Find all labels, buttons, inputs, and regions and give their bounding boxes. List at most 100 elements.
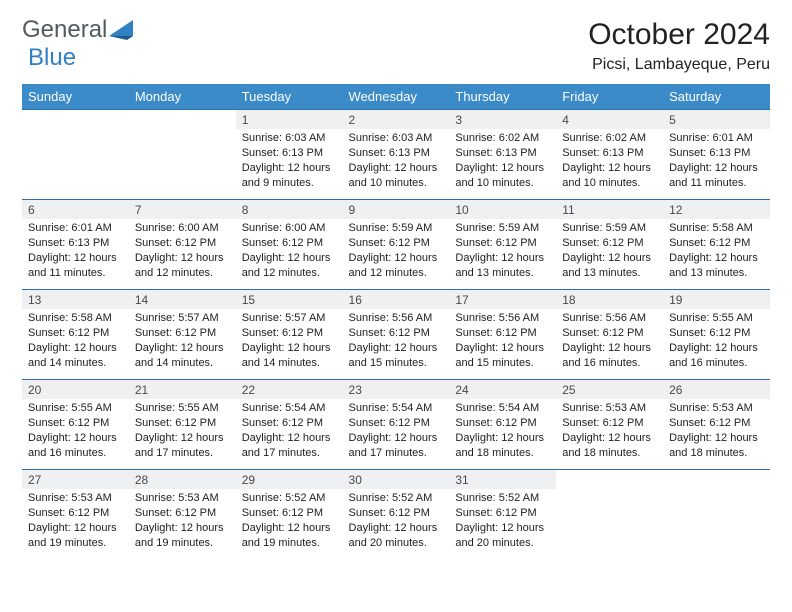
sunset-text: Sunset: 6:12 PM <box>135 236 230 251</box>
day-details: Sunrise: 5:54 AMSunset: 6:12 PMDaylight:… <box>343 399 450 464</box>
daylight-text: Daylight: 12 hours and 20 minutes. <box>455 521 550 551</box>
day-details: Sunrise: 5:53 AMSunset: 6:12 PMDaylight:… <box>556 399 663 464</box>
day-details: Sunrise: 6:03 AMSunset: 6:13 PMDaylight:… <box>343 129 450 194</box>
day-details: Sunrise: 5:53 AMSunset: 6:12 PMDaylight:… <box>129 489 236 554</box>
day-header: Wednesday <box>343 84 450 110</box>
day-details: Sunrise: 5:57 AMSunset: 6:12 PMDaylight:… <box>236 309 343 374</box>
sunset-text: Sunset: 6:12 PM <box>669 326 764 341</box>
calendar-day-cell: 3Sunrise: 6:02 AMSunset: 6:13 PMDaylight… <box>449 110 556 200</box>
calendar-week-row: 6 Sunrise: 6:01 AMSunset: 6:13 PMDaylight… <box>22 200 770 290</box>
header-row: General October 2024 Picsi, Lambayeque, … <box>22 18 770 80</box>
day-number: 2 <box>343 110 450 129</box>
calendar-day-cell: 4Sunrise: 6:02 AMSunset: 6:13 PMDaylight… <box>556 110 663 200</box>
day-header: Monday <box>129 84 236 110</box>
day-details: Sunrise: 5:55 AMSunset: 6:12 PMDaylight:… <box>663 309 770 374</box>
day-details: Sunrise: 5:57 AMSunset: 6:12 PMDaylight:… <box>129 309 236 374</box>
sunset-text: Sunset: 6:13 PM <box>455 146 550 161</box>
sunset-text: Sunset: 6:12 PM <box>562 326 657 341</box>
sunrise-text: Sunrise: 6:01 AM <box>28 221 123 236</box>
calendar-day-cell: 1Sunrise: 6:03 AMSunset: 6:13 PMDaylight… <box>236 110 343 200</box>
day-header: Friday <box>556 84 663 110</box>
daylight-text: Daylight: 12 hours and 14 minutes. <box>242 341 337 371</box>
day-details: Sunrise: 6:03 AMSunset: 6:13 PMDaylight:… <box>236 129 343 194</box>
calendar-day-cell: 13Sunrise: 5:58 AMSunset: 6:12 PMDayligh… <box>22 290 129 380</box>
calendar-day-cell: 18Sunrise: 5:56 AMSunset: 6:12 PMDayligh… <box>556 290 663 380</box>
daylight-text: Daylight: 12 hours and 11 minutes. <box>28 251 123 281</box>
day-details: Sunrise: 6:02 AMSunset: 6:13 PMDaylight:… <box>449 129 556 194</box>
day-number: 21 <box>129 380 236 399</box>
sunrise-text: Sunrise: 5:52 AM <box>349 491 444 506</box>
day-details: Sunrise: 5:58 AMSunset: 6:12 PMDaylight:… <box>663 219 770 284</box>
sunrise-text: Sunrise: 5:57 AM <box>242 311 337 326</box>
day-details: Sunrise: 5:56 AMSunset: 6:12 PMDaylight:… <box>343 309 450 374</box>
calendar-day-cell: 16Sunrise: 5:56 AMSunset: 6:12 PMDayligh… <box>343 290 450 380</box>
day-details: Sunrise: 5:55 AMSunset: 6:12 PMDaylight:… <box>22 399 129 464</box>
sunset-text: Sunset: 6:12 PM <box>242 236 337 251</box>
daylight-text: Daylight: 12 hours and 17 minutes. <box>242 431 337 461</box>
sunrise-text: Sunrise: 5:58 AM <box>669 221 764 236</box>
sunset-text: Sunset: 6:12 PM <box>349 506 444 521</box>
daylight-text: Daylight: 12 hours and 9 minutes. <box>242 161 337 191</box>
daylight-text: Daylight: 12 hours and 17 minutes. <box>135 431 230 461</box>
sunrise-text: Sunrise: 5:58 AM <box>28 311 123 326</box>
calendar-day-cell: 10Sunrise: 5:59 AMSunset: 6:12 PMDayligh… <box>449 200 556 290</box>
day-details: Sunrise: 5:54 AMSunset: 6:12 PMDaylight:… <box>236 399 343 464</box>
calendar-day-cell <box>22 110 129 200</box>
sunset-text: Sunset: 6:12 PM <box>28 416 123 431</box>
calendar-day-cell: 29Sunrise: 5:52 AMSunset: 6:12 PMDayligh… <box>236 470 343 560</box>
day-details: Sunrise: 5:59 AMSunset: 6:12 PMDaylight:… <box>343 219 450 284</box>
sunrise-text: Sunrise: 6:02 AM <box>562 131 657 146</box>
sunrise-text: Sunrise: 5:57 AM <box>135 311 230 326</box>
day-details: Sunrise: 5:59 AMSunset: 6:12 PMDaylight:… <box>449 219 556 284</box>
title-block: October 2024 Picsi, Lambayeque, Peru <box>588 18 770 80</box>
sunset-text: Sunset: 6:12 PM <box>455 236 550 251</box>
daylight-text: Daylight: 12 hours and 19 minutes. <box>135 521 230 551</box>
sunset-text: Sunset: 6:13 PM <box>562 146 657 161</box>
sunset-text: Sunset: 6:12 PM <box>28 326 123 341</box>
daylight-text: Daylight: 12 hours and 10 minutes. <box>562 161 657 191</box>
day-number: 16 <box>343 290 450 309</box>
calendar-day-cell: 22Sunrise: 5:54 AMSunset: 6:12 PMDayligh… <box>236 380 343 470</box>
day-number: 18 <box>556 290 663 309</box>
day-number: 7 <box>129 200 236 219</box>
day-number: 6 <box>22 200 129 219</box>
daylight-text: Daylight: 12 hours and 15 minutes. <box>455 341 550 371</box>
day-number: 29 <box>236 470 343 489</box>
calendar-day-cell: 9Sunrise: 5:59 AMSunset: 6:12 PMDaylight… <box>343 200 450 290</box>
day-number: 10 <box>449 200 556 219</box>
sunset-text: Sunset: 6:12 PM <box>28 506 123 521</box>
sunset-text: Sunset: 6:12 PM <box>135 326 230 341</box>
sunrise-text: Sunrise: 6:03 AM <box>349 131 444 146</box>
calendar-day-cell: 2Sunrise: 6:03 AMSunset: 6:13 PMDaylight… <box>343 110 450 200</box>
daylight-text: Daylight: 12 hours and 14 minutes. <box>28 341 123 371</box>
day-number: 26 <box>663 380 770 399</box>
calendar-week-row: 27Sunrise: 5:53 AMSunset: 6:12 PMDayligh… <box>22 470 770 560</box>
daylight-text: Daylight: 12 hours and 19 minutes. <box>242 521 337 551</box>
day-number: 12 <box>663 200 770 219</box>
daylight-text: Daylight: 12 hours and 18 minutes. <box>562 431 657 461</box>
day-details: Sunrise: 5:52 AMSunset: 6:12 PMDaylight:… <box>343 489 450 554</box>
calendar-day-cell: 19Sunrise: 5:55 AMSunset: 6:12 PMDayligh… <box>663 290 770 380</box>
day-number: 15 <box>236 290 343 309</box>
day-header: Saturday <box>663 84 770 110</box>
day-details: Sunrise: 6:02 AMSunset: 6:13 PMDaylight:… <box>556 129 663 194</box>
day-number: 5 <box>663 110 770 129</box>
sunrise-text: Sunrise: 5:53 AM <box>562 401 657 416</box>
sunrise-text: Sunrise: 5:56 AM <box>455 311 550 326</box>
day-number: 31 <box>449 470 556 489</box>
day-number: 9 <box>343 200 450 219</box>
calendar-day-cell: 8Sunrise: 6:00 AMSunset: 6:12 PMDaylight… <box>236 200 343 290</box>
sunrise-text: Sunrise: 5:52 AM <box>455 491 550 506</box>
sunrise-text: Sunrise: 5:55 AM <box>28 401 123 416</box>
sunset-text: Sunset: 6:12 PM <box>135 506 230 521</box>
calendar-day-cell <box>129 110 236 200</box>
daylight-text: Daylight: 12 hours and 18 minutes. <box>669 431 764 461</box>
sunset-text: Sunset: 6:13 PM <box>28 236 123 251</box>
day-details: Sunrise: 6:01 AMSunset: 6:13 PMDaylight:… <box>663 129 770 194</box>
day-number: 14 <box>129 290 236 309</box>
day-details: Sunrise: 6:00 AMSunset: 6:12 PMDaylight:… <box>236 219 343 284</box>
sunset-text: Sunset: 6:12 PM <box>455 416 550 431</box>
calendar-day-cell: 30Sunrise: 5:52 AMSunset: 6:12 PMDayligh… <box>343 470 450 560</box>
calendar-day-cell: 6 Sunrise: 6:01 AMSunset: 6:13 PMDaylight… <box>22 200 129 290</box>
sunrise-text: Sunrise: 5:59 AM <box>349 221 444 236</box>
